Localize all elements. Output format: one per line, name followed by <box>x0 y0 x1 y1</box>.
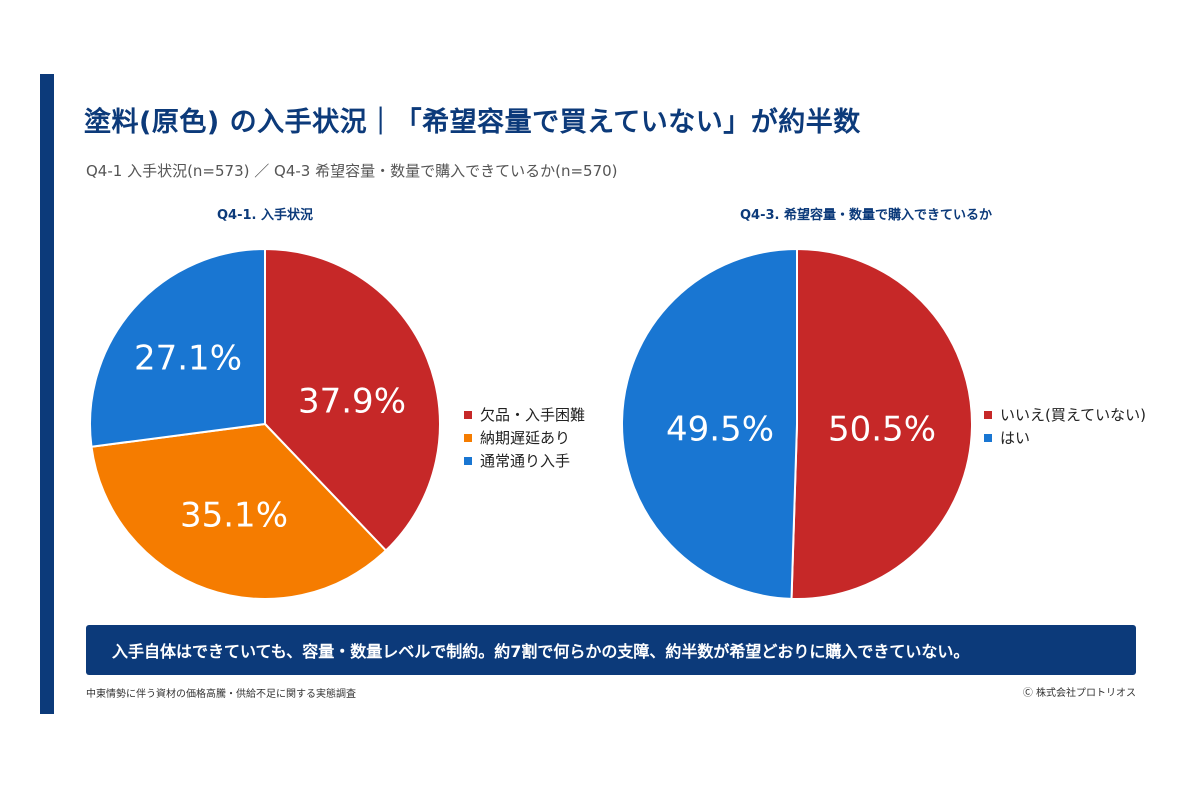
legend-label: 欠品・入手困難 <box>480 406 586 424</box>
summary-text: 入手自体はできていても、容量・数量レベルで制約。約7割で何らかの支障、約半数が希… <box>112 642 970 661</box>
legend-label: 通常通り入手 <box>480 452 571 470</box>
legend-swatch <box>984 410 992 419</box>
pie-slice <box>790 247 973 600</box>
source-note: 中東情勢に伴う資材の価格高騰・供給不足に関する実態調査 <box>86 689 356 700</box>
pie-slice <box>89 247 266 448</box>
legend-item: はい <box>984 426 1146 449</box>
accent-bar <box>40 74 54 714</box>
data-label: 37.9% <box>298 382 406 422</box>
legend-item: いいえ(買えていない) <box>984 403 1146 426</box>
data-label: 50.5% <box>828 410 936 450</box>
legend-label: 納期遅延あり <box>480 429 571 447</box>
data-label: 35.1% <box>180 496 288 536</box>
legend-item: 通常通り入手 <box>464 449 585 472</box>
legend-q4-1: 欠品・入手困難 納期遅延あり 通常通り入手 <box>464 403 585 472</box>
legend-q4-3: いいえ(買えていない) はい <box>984 403 1146 449</box>
legend-swatch <box>464 456 472 465</box>
legend-swatch <box>464 433 472 442</box>
chart-title-q4-1: Q4-1. 入手状況 <box>216 208 313 223</box>
summary-banner: 入手自体はできていても、容量・数量レベルで制約。約7割で何らかの支障、約半数が希… <box>86 625 1136 675</box>
pie-slice <box>621 247 798 600</box>
pie-slice <box>90 422 388 600</box>
legend-item: 納期遅延あり <box>464 426 585 449</box>
legend-label: はい <box>1000 429 1031 447</box>
legend-swatch <box>464 410 472 419</box>
page-title: 塗料(原色) の入手状況｜「希望容量で買えていない」が約半数 <box>84 107 861 138</box>
legend-swatch <box>984 433 992 442</box>
chart-title-q4-3: Q4-3. 希望容量・数量で購入できているか <box>740 208 993 223</box>
copyright-note: Ⓒ 株式会社プロトリオス <box>1022 688 1136 699</box>
page-subtitle: Q4-1 入手状況(n=573) ／ Q4-3 希望容量・数量で購入できているか… <box>86 162 618 180</box>
data-label: 49.5% <box>666 410 774 450</box>
legend-label: いいえ(買えていない) <box>1000 406 1146 424</box>
legend-item: 欠品・入手困難 <box>464 403 585 426</box>
pie-slice <box>264 247 441 552</box>
data-label: 27.1% <box>134 339 242 379</box>
